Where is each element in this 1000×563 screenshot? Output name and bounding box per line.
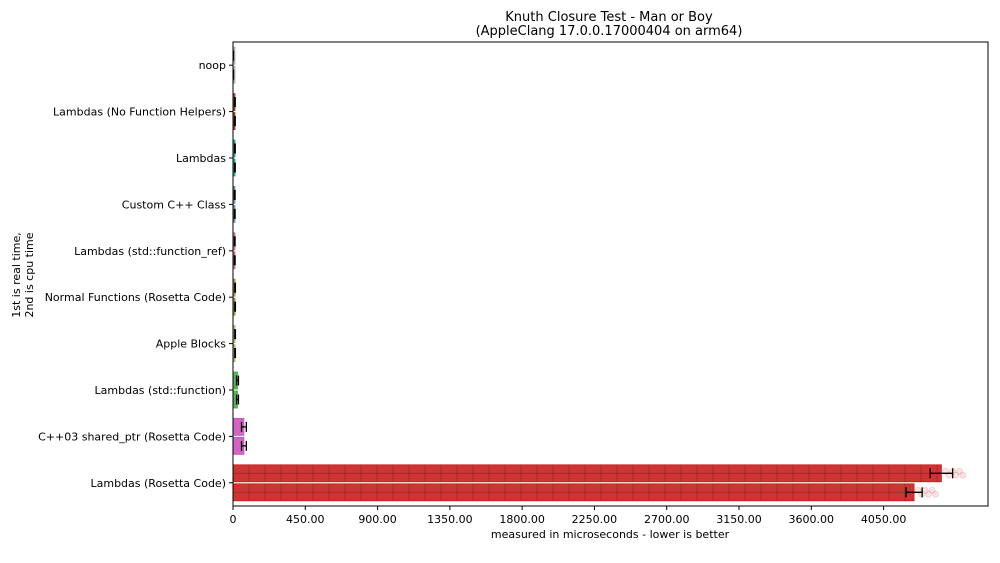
- sample-point: [959, 471, 967, 479]
- x-tick-label: 1350.00: [427, 513, 473, 526]
- sample-point: [928, 486, 936, 494]
- y-tick-label: Custom C++ Class: [122, 198, 226, 211]
- y-tick-label: Lambdas: [176, 152, 226, 165]
- x-tick-label: 1800.00: [499, 513, 545, 526]
- x-tick-label: 2700.00: [644, 513, 690, 526]
- chart-subtitle: (AppleClang 17.0.0.17000404 on arm64): [476, 24, 743, 39]
- x-tick-label: 0: [230, 513, 237, 526]
- plot-area: noop Lambdas (No Function Helpers) Lambdas…: [38, 41, 989, 526]
- x-tick-label: 4050.00: [861, 513, 907, 526]
- y-tick-label: Normal Functions (Rosetta Code): [45, 291, 226, 304]
- y-tick-label: Apple Blocks: [156, 338, 227, 351]
- sample-point: [955, 467, 963, 475]
- x-tick-label: 2250.00: [572, 513, 618, 526]
- y-tick-label: C++03 shared_ptr (Rosetta Code): [38, 430, 226, 443]
- y-tick-label: Lambdas (No Function Helpers): [53, 106, 226, 119]
- y-tick-label: Lambdas (Rosetta Code): [90, 477, 226, 490]
- x-tick-label: 450.00: [286, 513, 325, 526]
- chart-title: Knuth Closure Test - Man or Boy: [505, 10, 713, 25]
- y-tick-label: Lambdas (std::function_ref): [74, 245, 226, 258]
- y-axis-label-line2: 2nd is cpu time: [23, 232, 36, 317]
- y-axis-label-line1: 1st is real time,: [10, 232, 23, 318]
- y-tick-label: Lambdas (std::function): [95, 384, 226, 397]
- x-axis-label: measured in microseconds - lower is bett…: [491, 528, 730, 541]
- x-tick-label: 900.00: [358, 513, 397, 526]
- sample-point: [932, 490, 940, 498]
- sample-point: [925, 490, 933, 498]
- plot-frame: [232, 41, 989, 507]
- x-tick-label: 3150.00: [716, 513, 762, 526]
- x-tick-label: 3600.00: [789, 513, 835, 526]
- y-tick-label: noop: [199, 59, 226, 72]
